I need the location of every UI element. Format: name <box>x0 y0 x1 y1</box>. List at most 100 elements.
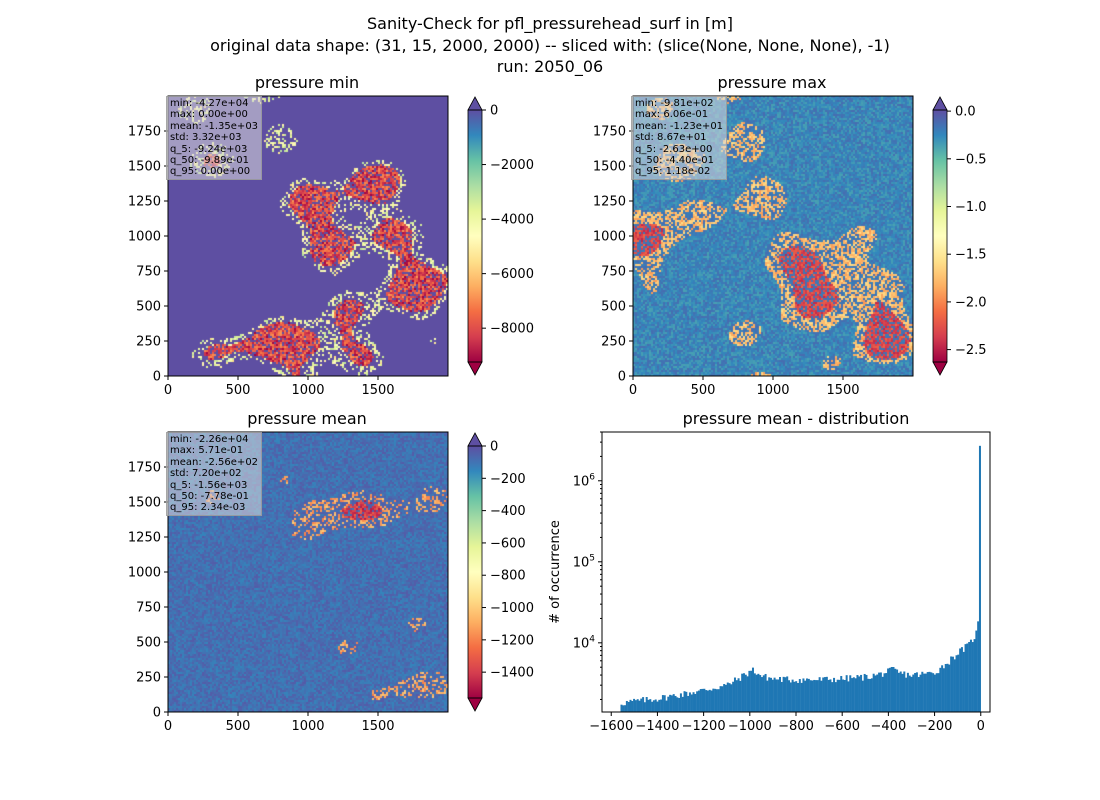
x-tick-label: −1600 <box>589 719 633 734</box>
histogram-bar <box>652 700 655 712</box>
histogram-bar <box>856 675 859 712</box>
histogram-bar <box>894 668 897 712</box>
histogram-bar <box>888 667 891 712</box>
histogram-bar <box>797 683 800 712</box>
histogram-bar <box>854 678 857 712</box>
histogram-bar <box>926 672 929 712</box>
histogram-bar <box>887 668 890 712</box>
histogram-bar <box>795 681 798 712</box>
histogram-bar <box>942 668 945 712</box>
histogram-bar <box>678 697 681 712</box>
y-tick-label: 1500 <box>128 496 161 511</box>
x-tick-label: −1200 <box>682 719 726 734</box>
y-tick-label: 250 <box>136 335 161 350</box>
histogram-bar <box>953 659 956 712</box>
histogram-bar <box>714 688 717 712</box>
y-tick-label: 1500 <box>128 160 161 175</box>
colorbar-pressure-max: 0.0 −0.5 −1.0 −1.5 −2.0 −2.5 <box>932 96 987 376</box>
histogram-bar <box>870 678 873 712</box>
x-tick-label: 0 <box>164 719 172 734</box>
histogram-bar <box>840 676 843 712</box>
histogram-bar <box>973 639 976 712</box>
stats-line: std: 3.32e+03 <box>170 132 242 144</box>
histogram-bar <box>789 682 792 712</box>
panel-title-distribution: pressure mean - distribution <box>683 409 910 428</box>
histogram-bar <box>815 680 818 712</box>
histogram-bar <box>941 665 944 712</box>
x-tick-label: 500 <box>226 383 251 398</box>
histogram-bar <box>969 639 972 712</box>
histogram-bar <box>703 688 706 712</box>
x-tick-label: −200 <box>917 719 953 734</box>
stats-line: std: 7.20e+02 <box>170 468 242 480</box>
histogram-bar <box>645 697 648 712</box>
histogram-bar <box>669 694 672 712</box>
y-tick-label: 250 <box>136 671 161 686</box>
stats-line: std: 8.67e+01 <box>635 132 707 144</box>
histogram-bar <box>807 678 810 712</box>
histogram-bar <box>842 679 845 712</box>
histogram-bar <box>921 671 924 712</box>
histogram-bar <box>766 680 769 712</box>
colorbar-tick-label: −2.0 <box>955 295 987 310</box>
histogram-bar <box>935 673 938 712</box>
x-tick-label: 1000 <box>291 719 324 734</box>
histogram-bar <box>908 675 911 712</box>
histogram-bar <box>735 680 738 712</box>
colorbar-tick-label: −1.5 <box>955 248 987 263</box>
histogram-bar <box>906 672 909 712</box>
y-tick-label: 106 <box>573 472 596 489</box>
axes-pressure-max: 0 500 1000 1500 0 250 500 750 1000 1250 1500 1750 <box>593 125 860 399</box>
stats-line: mean: -1.23e+01 <box>635 120 724 132</box>
histogram-bar <box>670 695 673 712</box>
histogram-bar <box>750 670 753 712</box>
histogram-bar <box>719 686 722 712</box>
y-tick-label: 104 <box>573 634 596 651</box>
stats-line: max: 6.06e-01 <box>635 109 709 121</box>
histogram-bar <box>912 674 915 712</box>
stats-line: q_50: -9.89e-01 <box>170 155 249 167</box>
stats-line: q_5: -1.56e+03 <box>170 479 248 491</box>
x-tick-label: 0 <box>164 383 172 398</box>
histogram-bar <box>748 670 751 712</box>
histogram-bar <box>966 643 969 712</box>
histogram-bar <box>872 673 875 712</box>
histogram-bar <box>806 678 809 712</box>
histogram-bar <box>759 675 762 712</box>
histogram-bar <box>640 698 643 712</box>
colorbar-gradient <box>933 110 947 362</box>
histogram-bar <box>939 667 942 712</box>
histogram-bar <box>773 677 776 712</box>
colorbar-tick-label: −1400 <box>490 666 534 681</box>
colorbar-tick-label: −2.5 <box>955 343 987 358</box>
histogram-bar <box>692 692 695 712</box>
histogram-bar <box>879 672 882 712</box>
histogram-bar <box>665 700 668 712</box>
colorbar-extend-bottom <box>467 697 483 712</box>
histogram-bar <box>633 698 636 712</box>
histogram-bar <box>656 701 659 712</box>
histogram-bar <box>706 690 709 712</box>
histogram-bar <box>654 699 657 712</box>
histogram-bar <box>836 679 839 712</box>
histogram-bar <box>647 699 650 712</box>
histogram-bar <box>676 697 679 712</box>
histogram-bar <box>883 673 886 712</box>
histogram-bar <box>863 673 866 712</box>
histogram-bar <box>892 667 895 712</box>
histogram-bar <box>843 679 846 712</box>
histogram-bar <box>629 699 632 712</box>
histogram-bar <box>744 674 747 712</box>
histogram-bar <box>739 680 742 712</box>
histogram-bar <box>975 630 978 712</box>
y-tick-label: 0 <box>618 370 626 385</box>
histogram-bar <box>933 674 936 712</box>
x-tick-label: −1000 <box>728 719 772 734</box>
histogram-bar <box>723 684 726 712</box>
figure-title-line1: Sanity-Check for pfl_pressurehead_surf i… <box>367 14 733 34</box>
histogram-bar <box>643 702 646 712</box>
x-tick-label: 500 <box>226 719 251 734</box>
histogram-bar <box>968 642 971 712</box>
histogram-bar <box>732 681 735 712</box>
histogram-bar <box>730 684 733 712</box>
